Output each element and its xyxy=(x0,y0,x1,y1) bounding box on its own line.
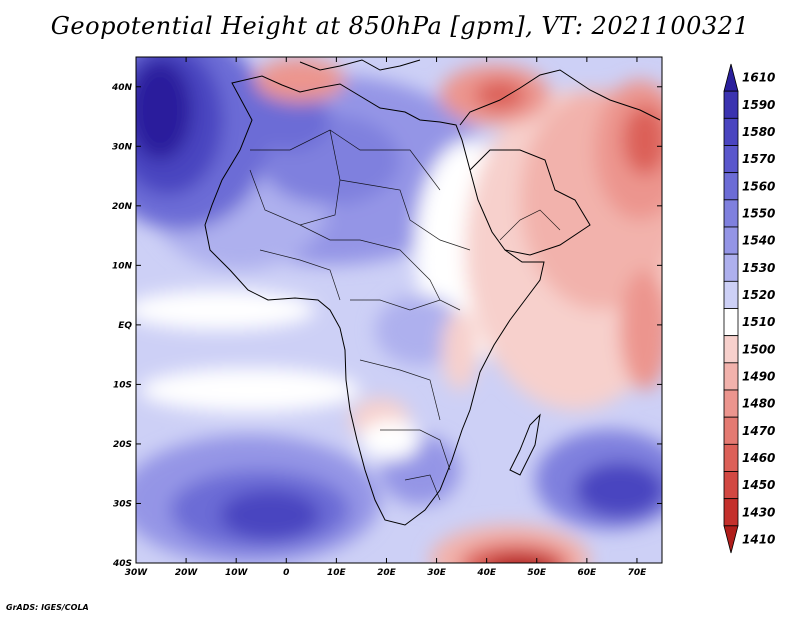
colorbar-label: 1550 xyxy=(742,206,775,220)
colorbar-swatch xyxy=(723,471,739,500)
colorbar-label: 1540 xyxy=(742,234,775,248)
lat-tick-label: EQ xyxy=(118,321,132,331)
longitude-axis: 30W 20W 10W 0 10E 20E 30E 40E 50E 60E 70E xyxy=(125,57,647,578)
lon-tick-label: 10W xyxy=(225,568,249,578)
lon-tick-label: 70E xyxy=(628,568,648,578)
colorbar-label: 1570 xyxy=(742,152,775,166)
colorbar-label: 1430 xyxy=(742,505,775,519)
colorbar-swatch xyxy=(723,280,739,309)
colorbar-swatch xyxy=(723,117,739,146)
lat-tick-label: 20S xyxy=(113,440,132,450)
colorbar-label: 1460 xyxy=(742,451,775,465)
lat-tick-label: 40N xyxy=(111,83,133,93)
coastline xyxy=(204,59,661,526)
colorbar-swatch xyxy=(723,145,739,174)
colorbar-swatch xyxy=(723,362,739,391)
colorbar-label: 1580 xyxy=(742,125,775,139)
colorbar-swatch xyxy=(723,416,739,445)
colorbar-swatch-top-arrow xyxy=(723,63,739,92)
colorbar: 1610 1590 1580 1570 1560 1550 1540 1530 1520 1510… xyxy=(723,63,775,554)
colorbar-swatch xyxy=(723,90,739,119)
colorbar-label: 1610 xyxy=(742,71,775,85)
colorbar-label: 1470 xyxy=(742,424,775,438)
colorbar-swatch xyxy=(723,389,739,418)
latitude-axis: 40N 30N 20N 10N EQ 10S 20S 30S 40S xyxy=(111,83,662,569)
lon-tick-label: 60E xyxy=(578,568,598,578)
colorbar-label: 1530 xyxy=(742,261,775,275)
colorbar-swatch xyxy=(723,253,739,282)
colorbar-label: 1410 xyxy=(742,532,775,546)
colorbar-label: 1520 xyxy=(742,288,775,302)
plot-frame xyxy=(135,56,663,564)
lon-tick-label: 20E xyxy=(377,568,397,578)
colorbar-swatch xyxy=(723,443,739,472)
colorbar-swatch xyxy=(723,199,739,228)
colorbar-label: 1490 xyxy=(742,369,775,383)
height-field xyxy=(136,57,662,563)
lon-tick-label: 30W xyxy=(125,568,149,578)
colorbar-swatch-bottom-arrow xyxy=(723,525,739,554)
colorbar-swatch xyxy=(723,335,739,364)
colorbar-label: 1510 xyxy=(742,315,775,329)
country-borders xyxy=(249,129,561,501)
colorbar-swatch xyxy=(723,172,739,201)
colorbar-label: 1450 xyxy=(742,478,775,492)
lon-tick-label: 20W xyxy=(175,568,199,578)
lat-tick-label: 10N xyxy=(112,261,133,271)
lat-tick-label: 20N xyxy=(112,202,133,212)
colorbar-label: 1480 xyxy=(742,397,775,411)
map-title: Geopotential Height at 850hPa [gpm], VT:… xyxy=(50,12,750,40)
colorbar-label: 1590 xyxy=(742,98,775,112)
colorbar-swatch xyxy=(723,226,739,255)
lon-tick-label: 30E xyxy=(427,568,447,578)
colorbar-label: 1560 xyxy=(742,179,775,193)
colorbar-label: 1500 xyxy=(742,342,775,356)
lat-tick-label: 10S xyxy=(113,380,132,390)
lat-tick-label: 30S xyxy=(113,499,132,509)
lon-tick-label: 40E xyxy=(476,568,497,578)
lat-tick-label: 40S xyxy=(112,559,132,569)
lon-tick-label: 10E xyxy=(327,568,347,578)
lon-tick-label: 0 xyxy=(283,568,289,578)
footer-credit: GrADS: IGES/COLA xyxy=(6,603,89,612)
colorbar-swatch xyxy=(723,308,739,337)
colorbar-swatch xyxy=(723,498,739,527)
lat-tick-label: 30N xyxy=(112,142,133,152)
lon-tick-label: 50E xyxy=(527,568,547,578)
